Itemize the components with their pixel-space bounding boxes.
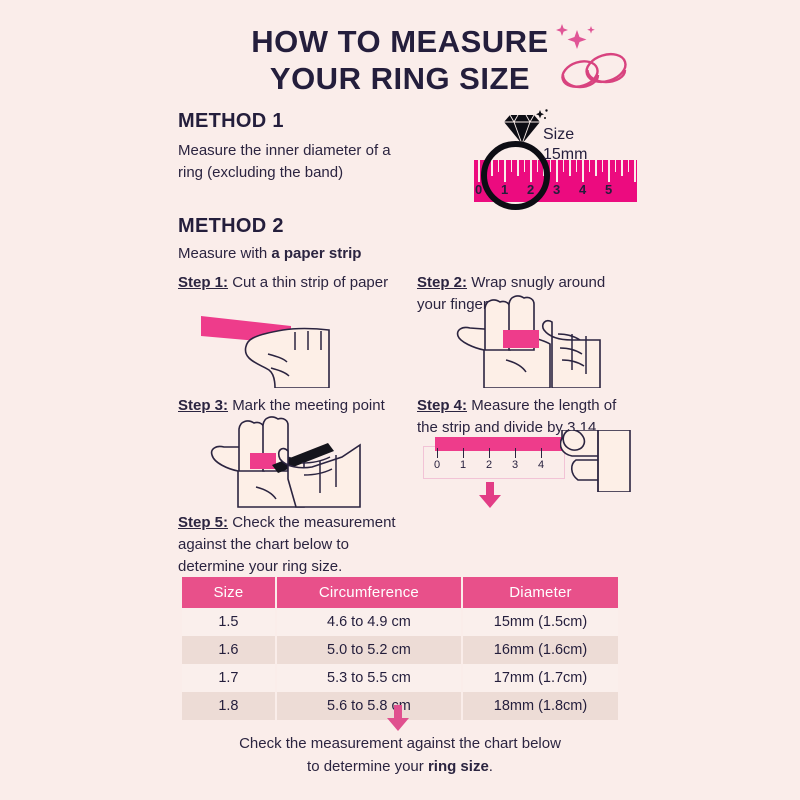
step4-ruler-num-4: 4	[538, 459, 545, 471]
method-1-description: Measure the inner diameter of a ring (ex…	[178, 140, 448, 184]
cell-circumference: 5.3 to 5.5 cm	[275, 664, 463, 692]
step-4-line2: the strip and divide by 3.14	[417, 418, 597, 436]
footer-line2-plain: to determine your	[307, 757, 428, 775]
method-1-heading: METHOD 1	[178, 110, 284, 132]
step-1-text: Step 1: Cut a thin strip of paper	[178, 272, 418, 294]
step-4-label: Step 4:	[417, 397, 468, 414]
method-1-desc-line1: Measure the inner diameter of a	[178, 142, 391, 159]
method-2-heading: METHOD 2	[178, 215, 284, 237]
step-1-label: Step 1:	[178, 274, 229, 291]
cell-diameter: 16mm (1.6cm)	[461, 636, 618, 664]
overlapping-rings-icon	[556, 24, 627, 89]
size-label-line1: Size	[543, 126, 575, 143]
size-label: Size 15mm	[543, 125, 587, 165]
footer-line-2: to determine your ring size.	[0, 756, 800, 779]
step-2-line1: Wrap snugly around	[471, 274, 606, 291]
cell-size: 1.6	[182, 636, 277, 664]
size-label-line2: 15mm	[543, 146, 588, 163]
cell-diameter: 15mm (1.5cm)	[461, 608, 618, 636]
title-line-2: YOUR RING SIZE	[269, 60, 531, 96]
table-row: 1.8 5.6 to 5.8 cm 18mm (1.8cm)	[182, 692, 618, 720]
step-5-label: Step 5:	[178, 514, 229, 531]
footer-line2-bold: ring size	[427, 757, 489, 775]
arrow-down-icon	[479, 482, 501, 508]
step-3-text: Step 3: Mark the meeting point	[178, 395, 418, 417]
step-4-text: Step 4: Measure the length of the strip …	[417, 395, 632, 439]
step-4-ruler: 0 1 2 3 4	[423, 437, 565, 479]
step4-ruler-num-0: 0	[434, 459, 441, 471]
title-line-1: HOW TO MEASURE	[251, 24, 549, 59]
method-2-subtitle-plain: Measure with	[178, 245, 272, 262]
ruler-num-0: 0	[475, 182, 483, 197]
cell-circumference: 5.0 to 5.2 cm	[275, 636, 463, 664]
table-header-diameter: Diameter	[461, 577, 618, 608]
cell-size: 1.5	[182, 608, 277, 636]
footer-line-1: Check the measurement against the chart …	[239, 735, 561, 752]
footer-line2-end: .	[488, 757, 493, 775]
ring-size-table: Size Circumference Diameter 1.5 4.6 to 4…	[182, 577, 618, 720]
table-header-size: Size	[182, 577, 277, 608]
ruler-num-3: 3	[553, 182, 561, 197]
step-4-finger-illustration	[560, 430, 631, 492]
step4-ruler-num-1: 1	[460, 459, 467, 471]
step-3-label: Step 3:	[178, 397, 229, 414]
step-1-illustration	[201, 316, 330, 388]
sparkle-icon	[556, 24, 595, 49]
method-2-subtitle-bold: a paper strip	[271, 245, 362, 262]
step-5-text: Step 5: Check the measurement against th…	[178, 512, 418, 577]
cell-diameter: 17mm (1.7cm)	[461, 664, 618, 692]
table-row: 1.6 5.0 to 5.2 cm 16mm (1.6cm)	[182, 636, 618, 664]
step-2-text: Step 2: Wrap snugly around your finger	[417, 272, 632, 316]
table-row: 1.7 5.3 to 5.5 cm 17mm (1.7cm)	[182, 664, 618, 692]
step-5-line3: determine your ring size.	[178, 557, 343, 575]
footer-note: Check the measurement against the chart …	[0, 733, 800, 778]
step-3-line1: Mark the meeting point	[232, 397, 385, 414]
cell-circumference: 5.6 to 5.8 cm	[275, 692, 463, 720]
ruler-num-5: 5	[605, 182, 613, 197]
step-5-line2: against the chart below to	[178, 535, 349, 553]
step-4-line1: Measure the length of	[471, 397, 617, 414]
step-5-line1: Check the measurement	[232, 514, 396, 531]
step-3-illustration	[210, 416, 361, 508]
ring-band-illustration	[481, 141, 550, 210]
cell-circumference: 4.6 to 4.9 cm	[275, 608, 463, 636]
step-1-line1: Cut a thin strip of paper	[232, 274, 389, 291]
method-1-desc-line2: ring (excluding the band)	[178, 163, 344, 181]
cell-size: 1.8	[182, 692, 277, 720]
diamond-icon	[504, 109, 548, 146]
step4-ruler-num-2: 2	[486, 459, 493, 471]
table-header-row: Size Circumference Diameter	[182, 577, 618, 608]
table-row: 1.5 4.6 to 4.9 cm 15mm (1.5cm)	[182, 608, 618, 636]
ruler-num-4: 4	[579, 182, 587, 197]
cell-size: 1.7	[182, 664, 277, 692]
page-title: HOW TO MEASURE YOUR RING SIZE	[0, 24, 800, 97]
cell-diameter: 18mm (1.8cm)	[461, 692, 618, 720]
step-2-label: Step 2:	[417, 274, 468, 291]
table-header-circumference: Circumference	[275, 577, 463, 608]
arrow-down-icon	[387, 705, 409, 731]
step-2-illustration	[456, 295, 601, 388]
step4-ruler-num-3: 3	[512, 459, 519, 471]
method-2-subtitle: Measure with a paper strip	[178, 243, 478, 265]
step-2-line2: your finger	[417, 295, 488, 313]
